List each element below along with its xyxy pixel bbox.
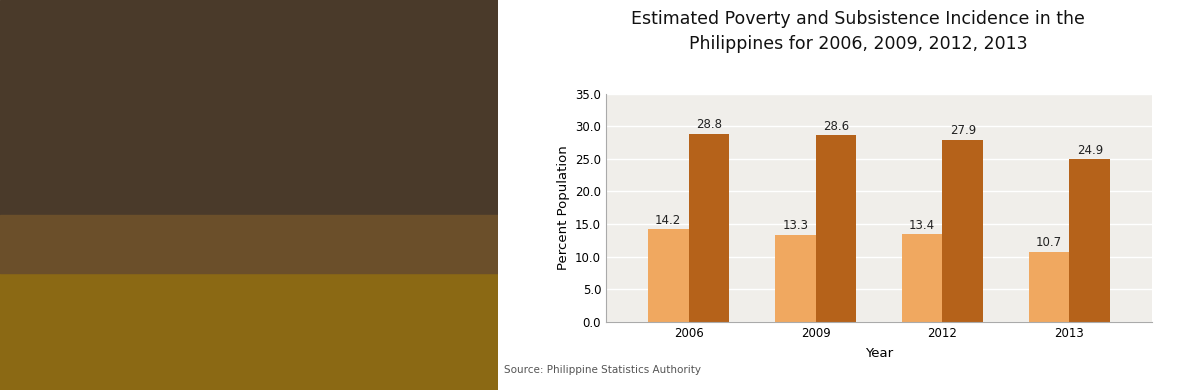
- Bar: [816, 135, 856, 322]
- Text: Estimated Poverty and Subsistence Incidence in the
Philippines for 2006, 2009, 2: Estimated Poverty and Subsistence Incide…: [631, 10, 1085, 53]
- Text: 10.7: 10.7: [1036, 236, 1062, 249]
- Text: 27.9: 27.9: [949, 124, 976, 137]
- Y-axis label: Percent Population: Percent Population: [557, 145, 570, 270]
- Bar: [942, 140, 983, 322]
- X-axis label: Year: Year: [865, 347, 893, 360]
- Bar: [0, 254, 498, 390]
- Text: 28.6: 28.6: [823, 120, 848, 133]
- Text: 28.8: 28.8: [696, 119, 722, 131]
- Bar: [0, 215, 498, 273]
- Bar: [648, 229, 689, 322]
- Bar: [902, 234, 942, 322]
- Bar: [1028, 252, 1069, 322]
- Text: 14.2: 14.2: [655, 214, 682, 227]
- Text: 13.3: 13.3: [782, 220, 808, 232]
- Text: Source: Philippine Statistics Authority: Source: Philippine Statistics Authority: [504, 365, 701, 375]
- Bar: [775, 235, 816, 322]
- Bar: [1069, 160, 1110, 322]
- Text: 13.4: 13.4: [910, 219, 935, 232]
- Bar: [0, 0, 498, 254]
- Text: 24.9: 24.9: [1076, 144, 1103, 157]
- Bar: [689, 134, 730, 322]
